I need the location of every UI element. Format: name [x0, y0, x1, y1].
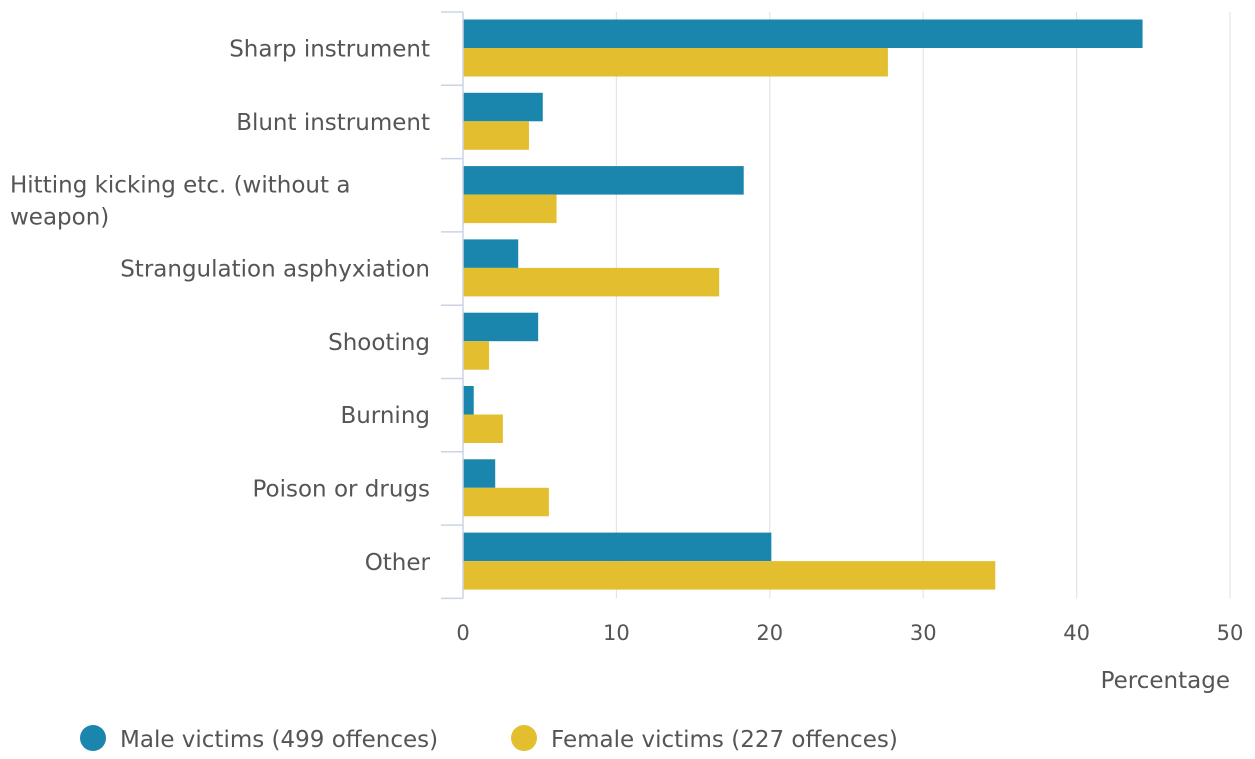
legend-marker	[80, 725, 106, 751]
x-tick-label: 30	[910, 621, 937, 645]
x-axis-title: Percentage	[1101, 668, 1230, 694]
grid-lines	[615, 12, 1231, 599]
category-label: Shooting	[328, 330, 430, 356]
bar-male	[463, 532, 772, 562]
x-tick-label: 50	[1217, 621, 1244, 645]
category-label: Burning	[340, 403, 430, 429]
category-label: Blunt instrument	[236, 110, 430, 136]
legend-label: Female victims (227 offences)	[551, 727, 898, 753]
category-label: Sharp instrument	[229, 37, 430, 63]
bar-female	[463, 414, 503, 443]
bar-male	[463, 92, 543, 122]
legend-label: Male victims (499 offences)	[120, 727, 438, 753]
x-tick-label: 20	[756, 621, 783, 645]
bar-female	[463, 194, 557, 224]
bar-female	[463, 48, 888, 77]
bar-male	[463, 239, 519, 268]
legend-item: Male victims (499 offences)	[80, 725, 438, 753]
bar-male	[463, 312, 539, 342]
bar-female	[463, 267, 720, 297]
bar-male	[463, 166, 744, 195]
bar-female	[463, 487, 549, 517]
bars	[463, 19, 1143, 590]
legend: Male victims (499 offences) Female victim…	[80, 725, 898, 753]
x-tick-label: 10	[603, 621, 630, 645]
bar-male	[463, 386, 474, 415]
category-labels: Sharp instrument Blunt instrument Hitting …	[10, 37, 431, 576]
x-tick-labels: 0 10 20 30 40 50	[456, 621, 1243, 645]
bar-male	[463, 19, 1143, 48]
category-label: Strangulation asphyxiation	[120, 257, 430, 283]
category-label: Poison or drugs	[252, 476, 430, 502]
bar-female	[463, 561, 996, 590]
category-label: Hitting kicking etc. (without a weapon)	[10, 172, 350, 230]
y-axis	[441, 11, 464, 600]
bar-male	[463, 459, 496, 488]
x-tick-label: 40	[1063, 621, 1090, 645]
legend-item: Female victims (227 offences)	[511, 725, 898, 753]
bar-female	[463, 121, 529, 150]
x-tick-label: 0	[456, 621, 469, 645]
bar-female	[463, 341, 490, 370]
category-label: Other	[365, 550, 431, 576]
legend-marker	[511, 725, 537, 751]
